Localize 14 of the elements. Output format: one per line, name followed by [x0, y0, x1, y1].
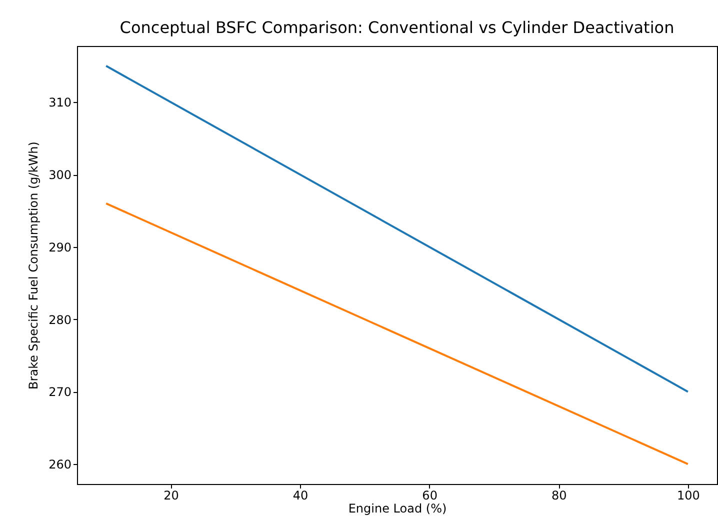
y-tick-label: 300 — [48, 168, 72, 182]
chart-title: Conceptual BSFC Comparison: Conventional vs Cylinder Deactivation — [120, 18, 674, 37]
y-tick-label: 310 — [48, 96, 72, 110]
x-tick-label: 20 — [164, 488, 179, 502]
x-tick-label: 100 — [676, 488, 700, 502]
x-tick-label: 60 — [422, 488, 438, 502]
y-tick-label: 260 — [48, 458, 72, 472]
y-tick-label: 270 — [48, 385, 72, 400]
x-tick-label: 80 — [551, 488, 567, 502]
y-axis-title: Brake Specific Fuel Consumption (g/kWh) — [26, 142, 41, 390]
x-tick-label: 40 — [292, 488, 308, 502]
y-tick-label: 280 — [48, 312, 72, 327]
x-axis-title: Engine Load (%) — [348, 502, 447, 516]
y-tick-label: 290 — [48, 240, 72, 254]
